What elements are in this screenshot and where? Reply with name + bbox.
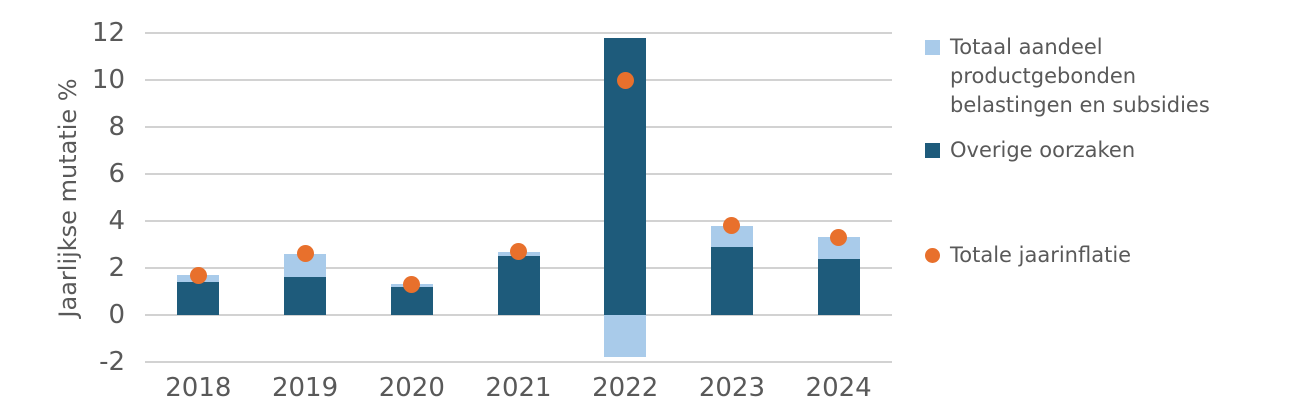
legend-circle-orange-icon	[925, 248, 940, 263]
gridline--2	[145, 361, 892, 363]
bar-2021-overige-oorzaken	[497, 256, 540, 315]
y-tick-label-6: 6	[108, 159, 125, 189]
bar-2023-overige-oorzaken	[710, 246, 753, 315]
x-tick-label-2022: 2022	[592, 373, 659, 403]
dot-2023-totale-jaarinflatie	[723, 217, 741, 235]
x-tick-label-2021: 2021	[485, 373, 552, 403]
dot-2021-totale-jaarinflatie	[510, 243, 527, 261]
plot-area	[145, 32, 892, 363]
y-tick-label--2: -2	[99, 347, 125, 377]
gridline-6	[145, 173, 892, 175]
x-tick-label-2023: 2023	[698, 373, 765, 403]
y-tick-label-12: 12	[91, 18, 125, 48]
x-tick-label-2019: 2019	[271, 373, 339, 403]
bar-2024-totaal-aandeel-productgebonden-belastingen-en-subsidies	[817, 237, 860, 259]
x-tick-label-2020: 2020	[378, 373, 445, 403]
dot-2019-totale-jaarinflatie	[296, 245, 314, 263]
bar-2019-overige-oorzaken	[284, 277, 327, 315]
y-tick-label-4: 4	[108, 206, 125, 236]
gridline-4	[145, 220, 892, 222]
x-tick-label-2018: 2018	[165, 373, 232, 403]
gridline-0	[145, 314, 892, 316]
y-tick-label-0: 0	[108, 300, 125, 330]
gridline-10	[145, 79, 892, 81]
bar-2018-overige-oorzaken	[177, 282, 220, 315]
dot-2024-totale-jaarinflatie	[830, 228, 848, 246]
legend-item-product-taxes-subsidies: Totaal aandeel productgebonden belasting…	[925, 33, 1290, 120]
dot-2022-totale-jaarinflatie	[616, 71, 634, 89]
bar-2022-totaal-aandeel-productgebonden-belastingen-en-subsidies	[604, 315, 647, 358]
y-tick-label-2: 2	[108, 253, 125, 283]
legend-label-totale-jaarinflatie: Totale jaarinflatie	[950, 243, 1132, 267]
y-tick-label-10: 10	[91, 65, 125, 95]
bar-2024-overige-oorzaken	[817, 258, 860, 315]
bar-2019-totaal-aandeel-productgebonden-belastingen-en-subsidies	[284, 253, 327, 278]
y-tick-label-8: 8	[108, 112, 125, 142]
legend-item-totale-jaarinflatie: Totale jaarinflatie	[925, 241, 1290, 270]
gridline-12	[145, 32, 892, 34]
dot-2020-totale-jaarinflatie	[403, 275, 421, 293]
dot-2018-totale-jaarinflatie	[189, 266, 207, 284]
x-tick-label-2024: 2024	[805, 373, 872, 403]
legend-label-overige-oorzaken: Overige oorzaken	[950, 138, 1136, 162]
legend: Totaal aandeel productgebonden belasting…	[925, 33, 1290, 270]
legend-square-light-blue-icon	[925, 40, 940, 55]
legend-item-overige-oorzaken: Overige oorzaken	[925, 136, 1290, 165]
legend-label-product-taxes-subsidies: Totaal aandeel productgebonden belasting…	[950, 35, 1210, 117]
legend-square-dark-blue-icon	[925, 143, 940, 158]
bar-2023-totaal-aandeel-productgebonden-belastingen-en-subsidies	[710, 225, 753, 247]
gridline-8	[145, 126, 892, 128]
